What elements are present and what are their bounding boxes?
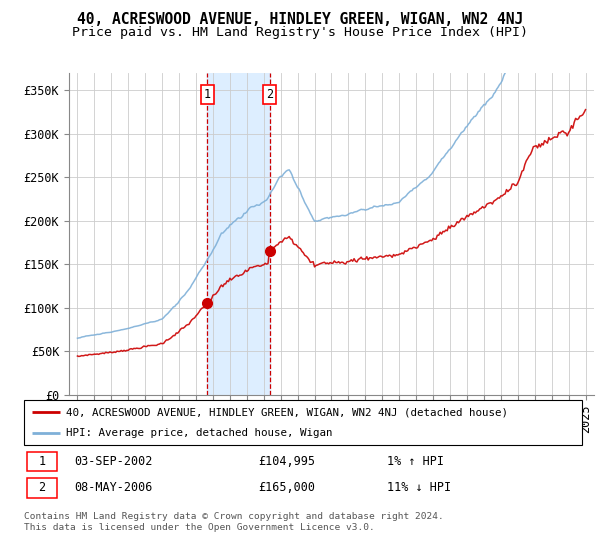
Text: HPI: Average price, detached house, Wigan: HPI: Average price, detached house, Wiga… <box>66 428 332 438</box>
Text: 1: 1 <box>38 455 46 468</box>
Bar <box>208 73 270 395</box>
FancyBboxPatch shape <box>27 451 58 472</box>
Text: 1: 1 <box>204 88 211 101</box>
Text: 40, ACRESWOOD AVENUE, HINDLEY GREEN, WIGAN, WN2 4NJ: 40, ACRESWOOD AVENUE, HINDLEY GREEN, WIG… <box>77 12 523 27</box>
Text: 11% ↓ HPI: 11% ↓ HPI <box>387 481 451 494</box>
Text: 08-MAY-2006: 08-MAY-2006 <box>74 481 152 494</box>
Text: 2: 2 <box>38 481 46 494</box>
Text: 03-SEP-2002: 03-SEP-2002 <box>74 455 152 468</box>
Text: £165,000: £165,000 <box>259 481 316 494</box>
FancyBboxPatch shape <box>27 478 58 498</box>
Text: 1% ↑ HPI: 1% ↑ HPI <box>387 455 444 468</box>
Text: Contains HM Land Registry data © Crown copyright and database right 2024.
This d: Contains HM Land Registry data © Crown c… <box>24 512 444 532</box>
Text: £104,995: £104,995 <box>259 455 316 468</box>
Text: 40, ACRESWOOD AVENUE, HINDLEY GREEN, WIGAN, WN2 4NJ (detached house): 40, ACRESWOOD AVENUE, HINDLEY GREEN, WIG… <box>66 408 508 418</box>
Text: Price paid vs. HM Land Registry's House Price Index (HPI): Price paid vs. HM Land Registry's House … <box>72 26 528 39</box>
FancyBboxPatch shape <box>24 400 582 445</box>
Text: 2: 2 <box>266 88 274 101</box>
